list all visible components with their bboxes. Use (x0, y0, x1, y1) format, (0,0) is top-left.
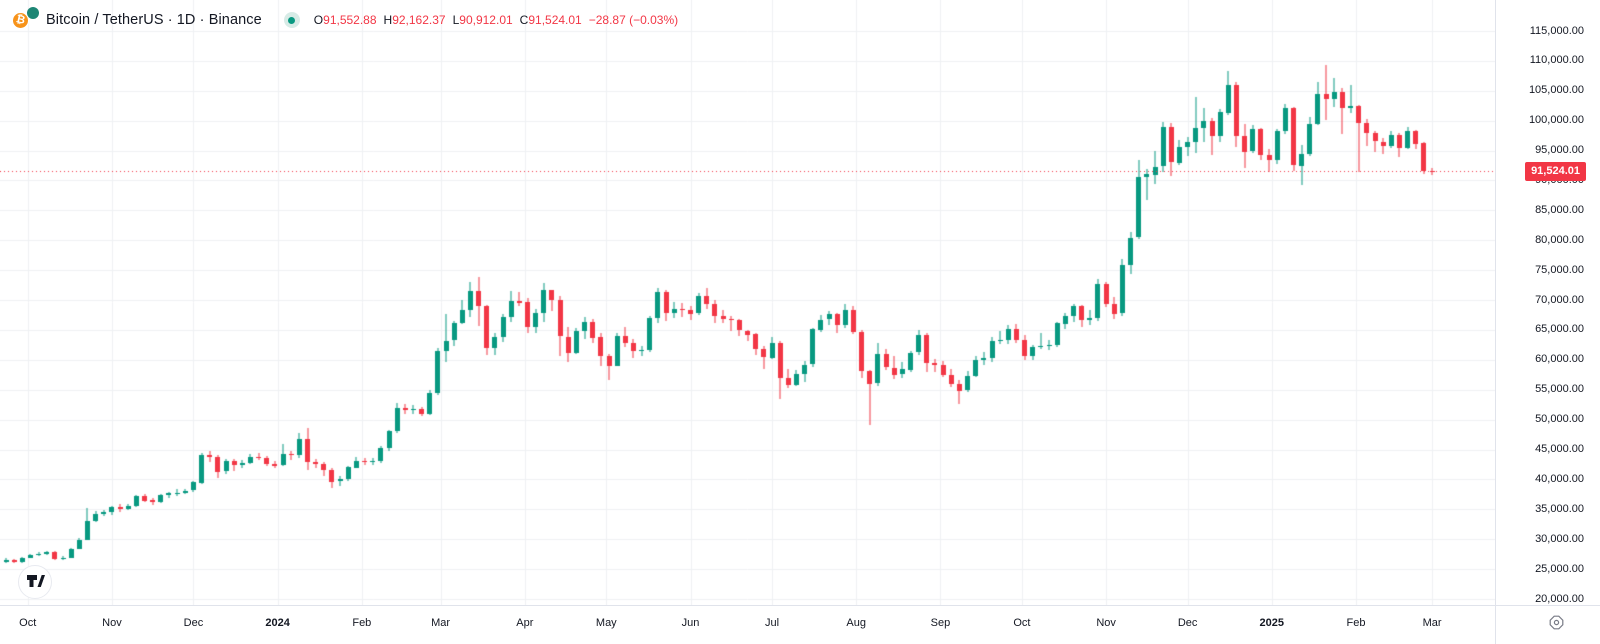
tether-icon (27, 7, 39, 19)
tradingview-logo-icon (26, 574, 45, 587)
time-axis[interactable]: Oct Nov Dec 2024 Feb Mar Apr May Jun Jul Aug Sep Oct… (0, 605, 1600, 644)
time-axis-label: 2025 (1259, 617, 1285, 629)
price-axis-label: 80,000.00 (1535, 233, 1584, 246)
candlestick-chart-pane[interactable] (0, 0, 1495, 605)
price-axis-label: 50,000.00 (1535, 413, 1584, 426)
price-axis-label: 25,000.00 (1535, 562, 1584, 575)
price-axis-label: 75,000.00 (1535, 263, 1584, 276)
tradingview-logo[interactable] (18, 565, 52, 599)
last-price-badge: 91,524.01 (1525, 161, 1586, 181)
ohlc-low: L90,912.01 (452, 13, 513, 27)
time-axis-label: Nov (102, 617, 122, 629)
price-axis-label: 30,000.00 (1535, 532, 1584, 545)
pair-logo[interactable]: ₿ (12, 7, 39, 33)
time-axis-label: Oct (1013, 617, 1031, 629)
market-status-halo (283, 12, 300, 28)
time-axis-label: Feb (1346, 617, 1366, 629)
time-axis-label: Mar (1422, 617, 1442, 629)
price-axis-label: 100,000.00 (1528, 114, 1584, 127)
ohlc-close: C91,524.01 (519, 13, 582, 27)
price-axis-label: 65,000.00 (1535, 323, 1584, 336)
symbol-header: ₿ Bitcoin / TetherUS · 1D · Binance O91,… (12, 6, 685, 34)
time-axis-label: Jul (764, 617, 780, 629)
price-axis-label: 20,000.00 (1535, 592, 1584, 605)
gear-icon[interactable] (1548, 614, 1565, 631)
price-axis-label: 70,000.00 (1535, 293, 1584, 306)
price-axis-label: 105,000.00 (1528, 84, 1584, 97)
price-axis-label: 95,000.00 (1535, 144, 1584, 157)
time-axis-label: Dec (183, 617, 204, 629)
price-axis-label: 35,000.00 (1535, 502, 1584, 515)
price-axis-label: 40,000.00 (1535, 472, 1584, 485)
price-axis[interactable]: 91,524.01 115,000.00 110,000.00 105,000.00… (1495, 0, 1600, 605)
time-axis-label: May (595, 617, 617, 629)
price-axis-label: 45,000.00 (1535, 443, 1584, 456)
time-axis-label: Nov (1096, 617, 1116, 629)
price-axis-label: 110,000.00 (1529, 54, 1584, 67)
time-axis-label: Dec (1177, 617, 1198, 629)
price-axis-label: 85,000.00 (1535, 203, 1584, 216)
ohlc-readout: O91,552.88 H92,162.37 L90,912.01 C91,524… (314, 13, 685, 27)
time-axis-label: Feb (352, 617, 372, 629)
time-axis-label: 2024 (265, 617, 290, 629)
time-axis-label: Sep (930, 617, 951, 629)
time-axis-label: Aug (846, 617, 866, 629)
time-axis-label: Mar (431, 617, 451, 629)
axis-settings-corner (1495, 605, 1600, 644)
ohlc-high: H92,162.37 (383, 13, 446, 27)
price-axis-label: 60,000.00 (1535, 353, 1584, 366)
symbol-title[interactable]: Bitcoin / TetherUS · 1D · Binance (46, 12, 262, 28)
time-axis-label: Apr (516, 617, 534, 629)
market-status-dot-icon[interactable] (288, 16, 296, 24)
price-axis-label: 115,000.00 (1529, 24, 1584, 37)
time-axis-label: Jun (681, 617, 700, 629)
ohlc-open: O91,552.88 (313, 13, 377, 27)
time-axis-label: Oct (19, 617, 37, 629)
price-axis-label: 55,000.00 (1535, 383, 1584, 396)
bitcoin-icon: ₿ (12, 12, 29, 29)
ohlc-change: −28.87 (−0.03%) (588, 13, 679, 27)
